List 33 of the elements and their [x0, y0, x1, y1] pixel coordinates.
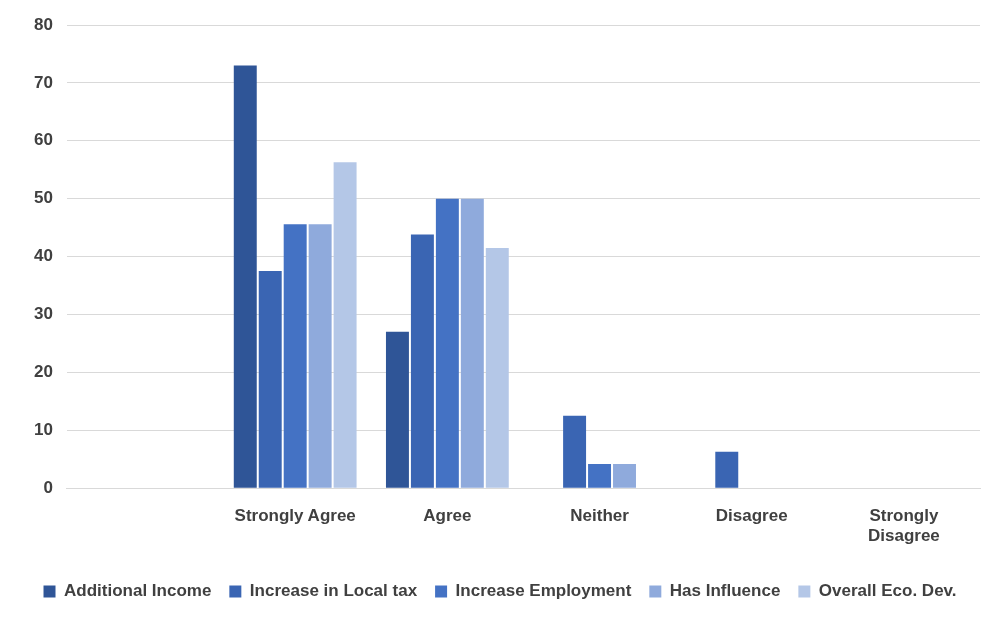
- bar: [715, 451, 739, 488]
- bar: [588, 463, 612, 488]
- bar: [485, 247, 509, 488]
- y-tick-label: 80: [33, 14, 53, 34]
- y-tick-label: 20: [33, 362, 53, 382]
- bar: [308, 224, 332, 488]
- y-tick-label: 10: [33, 419, 53, 439]
- legend-label: Has Influence: [669, 581, 781, 601]
- y-tick-label: 70: [33, 72, 53, 92]
- y-tick-label: 60: [33, 130, 53, 150]
- y-tick-label: 40: [33, 246, 53, 266]
- y-tick-label: 30: [33, 304, 53, 324]
- bar: [410, 234, 434, 488]
- legend-label: Overall Eco. Dev.: [818, 581, 957, 601]
- bar: [283, 224, 307, 488]
- bar: [385, 331, 409, 488]
- legend-label: Additional Income: [64, 581, 212, 601]
- bar: [563, 415, 587, 488]
- x-tick-label: Neither: [570, 506, 630, 526]
- x-tick-label: Disagree: [715, 506, 788, 526]
- bar: [613, 463, 636, 488]
- x-tick-label: Agree: [423, 506, 472, 526]
- x-tick-label: Strongly Disagree: [868, 506, 940, 546]
- bar: [258, 271, 282, 488]
- bar: [435, 198, 459, 488]
- y-tick-label: 0: [43, 477, 53, 497]
- bar: [333, 162, 357, 488]
- bar: [460, 198, 484, 488]
- x-tick-label: Strongly Agree: [234, 506, 356, 526]
- y-tick-label: 50: [33, 188, 53, 208]
- bar: [233, 65, 257, 488]
- legend-label: Increase in Local tax: [249, 581, 418, 601]
- legend-label: Increase Employment: [455, 581, 632, 601]
